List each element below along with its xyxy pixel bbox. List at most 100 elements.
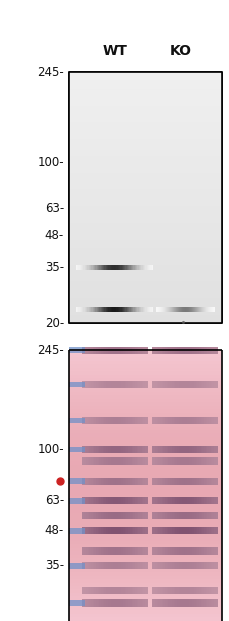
Bar: [123, 458, 125, 465]
Bar: [194, 446, 196, 453]
Text: 48-: 48-: [45, 524, 64, 537]
Bar: [199, 599, 201, 607]
Bar: [158, 599, 160, 607]
Bar: [69, 409, 222, 413]
Bar: [189, 478, 191, 485]
Bar: [131, 562, 133, 569]
Bar: [142, 527, 143, 534]
Bar: [122, 307, 123, 312]
Bar: [147, 307, 148, 312]
Bar: [167, 381, 169, 388]
Bar: [196, 478, 197, 485]
Bar: [120, 265, 122, 270]
Bar: [157, 381, 158, 388]
Bar: [87, 497, 89, 504]
Bar: [109, 497, 111, 504]
Bar: [145, 446, 147, 453]
Bar: [96, 458, 98, 465]
Bar: [202, 527, 204, 534]
Bar: [135, 478, 137, 485]
Bar: [153, 497, 155, 504]
Bar: [69, 417, 85, 424]
Bar: [175, 446, 177, 453]
Bar: [86, 599, 87, 607]
Bar: [157, 512, 158, 519]
Bar: [152, 527, 153, 534]
Text: 35-: 35-: [45, 261, 64, 274]
Bar: [121, 587, 123, 594]
Bar: [89, 265, 90, 270]
Bar: [179, 417, 180, 424]
Bar: [211, 527, 213, 534]
Bar: [173, 307, 174, 312]
Bar: [119, 265, 120, 270]
Bar: [87, 381, 89, 388]
Bar: [101, 547, 103, 555]
Bar: [140, 587, 142, 594]
Bar: [69, 381, 222, 385]
Bar: [131, 587, 133, 594]
Bar: [69, 447, 222, 451]
Bar: [108, 587, 109, 594]
Bar: [202, 497, 204, 504]
Bar: [162, 307, 163, 312]
Bar: [207, 478, 209, 485]
Bar: [201, 417, 202, 424]
Bar: [184, 381, 185, 388]
Bar: [170, 347, 172, 354]
Bar: [133, 512, 135, 519]
Bar: [185, 347, 187, 354]
Bar: [87, 527, 89, 534]
Bar: [187, 347, 189, 354]
Bar: [131, 527, 133, 534]
Bar: [199, 478, 201, 485]
Bar: [115, 347, 116, 354]
Bar: [179, 547, 180, 555]
Bar: [69, 569, 222, 572]
Bar: [115, 497, 116, 504]
Bar: [167, 497, 169, 504]
Bar: [93, 265, 94, 270]
Bar: [69, 148, 222, 156]
Bar: [153, 458, 155, 465]
Bar: [69, 197, 222, 206]
Bar: [194, 512, 196, 519]
Bar: [184, 512, 185, 519]
Bar: [192, 547, 194, 555]
Bar: [131, 497, 133, 504]
Bar: [160, 417, 162, 424]
Bar: [136, 265, 137, 270]
Bar: [91, 347, 93, 354]
Bar: [152, 587, 153, 594]
Bar: [69, 388, 222, 392]
Bar: [91, 527, 93, 534]
Bar: [214, 527, 216, 534]
Bar: [143, 381, 145, 388]
Bar: [131, 446, 133, 453]
Bar: [204, 599, 206, 607]
Bar: [89, 458, 91, 465]
Bar: [99, 587, 101, 594]
Bar: [137, 527, 138, 534]
Bar: [135, 347, 137, 354]
Bar: [69, 563, 85, 569]
Bar: [113, 547, 115, 555]
Bar: [120, 417, 121, 424]
Bar: [192, 458, 194, 465]
Bar: [214, 587, 216, 594]
Bar: [194, 587, 196, 594]
Bar: [140, 265, 141, 270]
Bar: [84, 527, 86, 534]
Bar: [108, 562, 109, 569]
Bar: [179, 527, 180, 534]
Bar: [99, 347, 101, 354]
Bar: [164, 512, 165, 519]
Bar: [69, 517, 222, 520]
Bar: [132, 265, 133, 270]
Bar: [174, 446, 175, 453]
Bar: [187, 307, 188, 312]
Bar: [189, 547, 191, 555]
Bar: [152, 547, 153, 555]
Bar: [86, 446, 87, 453]
Bar: [109, 512, 111, 519]
